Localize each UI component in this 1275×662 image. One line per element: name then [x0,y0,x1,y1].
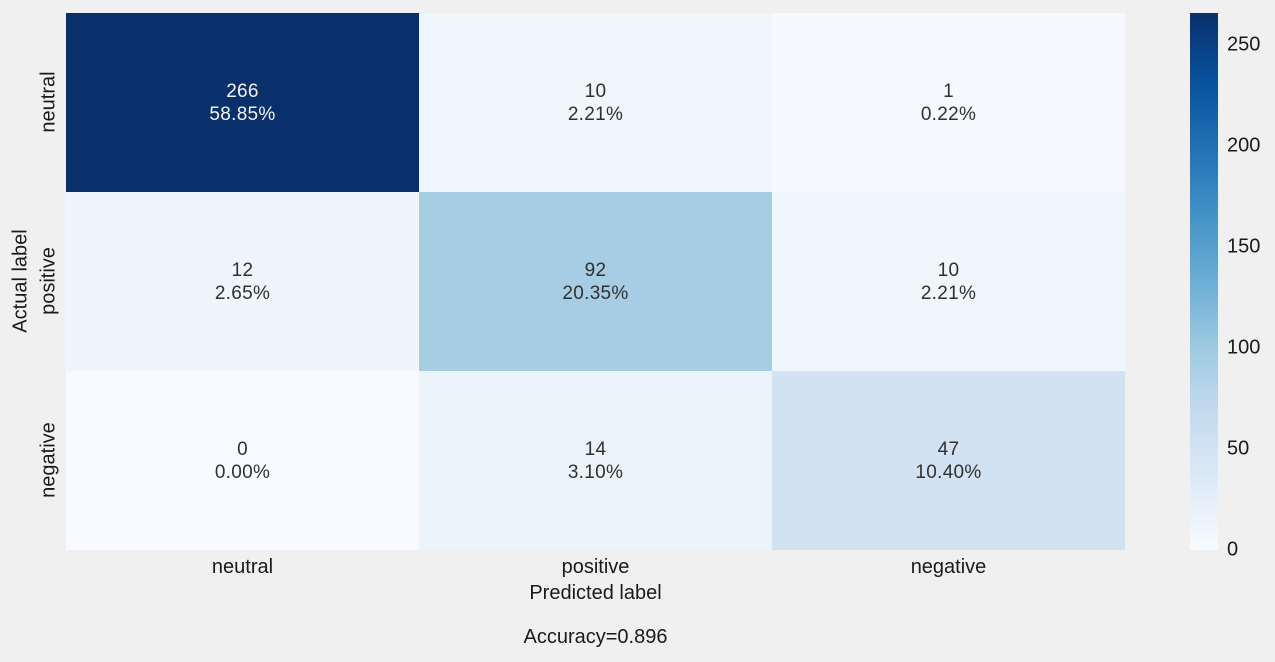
cell-percent: 2.65% [214,282,271,304]
cell-count: 0 [237,438,248,460]
colorbar-tick-label: 100 [1227,336,1261,359]
y-tick-negative: negative [37,422,60,498]
cell-count: 12 [231,259,254,281]
x-tick-neutral: neutral [211,556,274,578]
cell-percent: 2.21% [567,103,624,125]
colorbar-tick-label: 0 [1227,538,1239,561]
colorbar-gradient [1190,13,1218,550]
cell-percent: 0.00% [214,461,271,483]
heatmap-cell-negative-negative: 47 10.40% [772,371,1125,550]
colorbar-tick-label: 250 [1227,33,1261,56]
cell-percent: 3.10% [567,461,624,483]
cell-count: 1 [943,80,954,102]
colorbar-tick-label: 150 [1227,235,1261,258]
heatmap-cell-negative-positive: 14 3.10% [419,371,772,550]
y-tick-positive: positive [37,247,60,315]
cell-count: 92 [584,259,607,281]
heatmap-grid: 266 58.85% 10 2.21% 1 0.22% 12 2.65% 92 … [66,13,1125,550]
colorbar-tick-label: 50 [1227,437,1250,460]
cell-count: 14 [584,438,607,460]
cell-count: 266 [226,80,259,102]
cell-percent: 2.21% [920,282,977,304]
colorbar [1190,13,1218,550]
heatmap-cell-positive-neutral: 12 2.65% [66,192,419,371]
cell-percent: 0.22% [920,103,977,125]
y-tick-neutral: neutral [37,71,60,133]
x-axis-title: Predicted label [529,582,662,604]
heatmap-cell-positive-positive: 92 20.35% [419,192,772,371]
y-axis-title: Actual label [9,229,32,333]
x-tick-negative: negative [910,556,987,578]
cell-percent: 58.85% [209,103,276,125]
cell-count: 10 [584,80,607,102]
heatmap-cell-positive-negative: 10 2.21% [772,192,1125,371]
heatmap-cell-neutral-negative: 1 0.22% [772,13,1125,192]
cell-percent: 20.35% [562,282,629,304]
cell-count: 10 [937,259,960,281]
cell-count: 47 [937,438,960,460]
accuracy-annotation: Accuracy=0.896 [523,626,668,648]
x-tick-positive: positive [561,556,630,578]
heatmap-cell-neutral-positive: 10 2.21% [419,13,772,192]
heatmap-cell-negative-neutral: 0 0.00% [66,371,419,550]
heatmap-cell-neutral-neutral: 266 58.85% [66,13,419,192]
cell-percent: 10.40% [915,461,982,483]
colorbar-tick-label: 200 [1227,134,1261,157]
